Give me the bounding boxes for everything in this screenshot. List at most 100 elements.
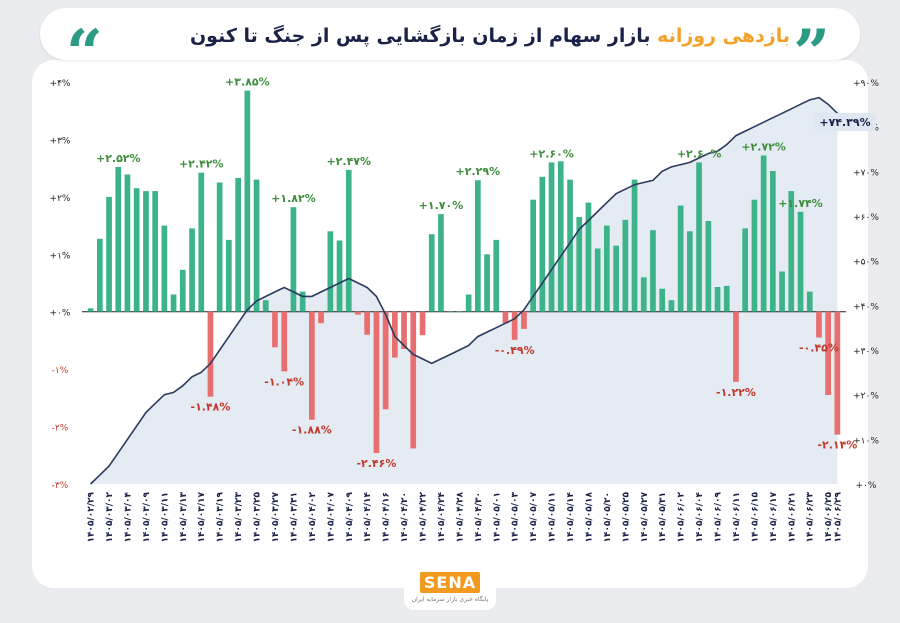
x-tick-label: ۱۴۰۵/۰۵/۰۱ bbox=[492, 492, 502, 543]
right-tick-label: +۷۰% bbox=[853, 168, 879, 178]
x-tick-label: ۱۴۰۵/۰۴/۱۴ bbox=[363, 492, 373, 543]
left-tick-label: -۲% bbox=[52, 424, 69, 434]
bar bbox=[309, 311, 315, 420]
data-label: +۱.۸۲% bbox=[271, 192, 316, 205]
right-tick-label: +۴۰% bbox=[853, 302, 879, 312]
bar bbox=[281, 311, 288, 372]
bar bbox=[511, 311, 518, 340]
bar bbox=[733, 311, 739, 382]
data-label: -۰.۴۹% bbox=[495, 344, 535, 357]
x-tick-label: ۱۴۰۵/۰۴/۱۶ bbox=[382, 492, 392, 543]
bar bbox=[87, 308, 94, 312]
x-tick-label: ۱۴۰۵/۰۳/۲۵ bbox=[253, 492, 263, 543]
left-tick-label: -۳% bbox=[52, 481, 69, 491]
bar bbox=[262, 300, 269, 312]
x-tick-label: ۱۴۰۵/۰۲/۲۹ bbox=[87, 492, 97, 543]
callout-pointer bbox=[837, 107, 848, 131]
x-tick-label: ۱۴۰۵/۰۵/۲۷ bbox=[640, 492, 650, 543]
callout-box bbox=[814, 113, 876, 131]
bar bbox=[198, 172, 205, 312]
bar bbox=[502, 311, 509, 324]
bar bbox=[640, 277, 647, 312]
bar bbox=[133, 188, 140, 312]
bar bbox=[170, 294, 177, 312]
bar bbox=[143, 191, 149, 312]
x-tick-label: ۱۴۰۵/۰۴/۲۸ bbox=[455, 492, 465, 543]
data-label: -۰.۴۵% bbox=[799, 342, 839, 355]
x-tick-label: ۱۴۰۵/۰۶/۰۴ bbox=[695, 492, 705, 543]
bar bbox=[318, 311, 324, 324]
right-tick-label: +۲۰% bbox=[853, 392, 879, 402]
x-tick-label: ۱۴۰۵/۰۳/۱۹ bbox=[216, 492, 226, 543]
bar bbox=[327, 231, 334, 312]
x-tick-label: ۱۴۰۵/۰۳/۱۱ bbox=[160, 492, 170, 543]
x-tick-label: ۱۴۰۵/۰۵/۱۱ bbox=[548, 492, 558, 543]
bar bbox=[677, 205, 684, 312]
x-tick-label: ۱۴۰۵/۰۶/۲۱ bbox=[787, 492, 797, 543]
bar bbox=[364, 311, 370, 335]
cumulative-line bbox=[90, 96, 838, 485]
bar bbox=[705, 221, 712, 312]
bar bbox=[825, 311, 831, 395]
x-tick-label: ۱۴۰۵/۰۵/۰۳ bbox=[511, 492, 521, 543]
left-tick-label: +۰% bbox=[50, 309, 71, 319]
bar bbox=[355, 311, 361, 315]
data-label: +۲.۵۲% bbox=[96, 152, 141, 165]
x-tick-label: ۱۴۰۵/۰۴/۳۰ bbox=[474, 492, 484, 543]
bar bbox=[576, 217, 583, 312]
bar bbox=[438, 214, 444, 312]
bar bbox=[696, 162, 702, 312]
bar bbox=[650, 230, 656, 312]
bar bbox=[806, 291, 813, 312]
bar bbox=[797, 211, 804, 312]
bar bbox=[97, 238, 103, 312]
title-highlight: بازدهی روزانه bbox=[657, 25, 790, 47]
logo-subtitle: پایگاه خبری بازار سرمایه ایران bbox=[411, 596, 489, 603]
bar bbox=[410, 311, 417, 449]
bar bbox=[760, 155, 767, 312]
bar bbox=[226, 239, 232, 312]
x-tick-label: ۱۴۰۵/۰۵/۱۸ bbox=[584, 492, 594, 543]
bar bbox=[428, 234, 435, 312]
x-tick-label: ۱۴۰۵/۰۵/۱۴ bbox=[566, 492, 576, 543]
bar bbox=[770, 171, 776, 312]
bar bbox=[106, 196, 112, 312]
x-tick-label: ۱۴۰۵/۰۶/۰۲ bbox=[677, 492, 687, 543]
x-tick-label: ۱۴۰۵/۰۴/۰۹ bbox=[345, 492, 355, 543]
x-tick-label: ۱۴۰۵/۰۵/۳۱ bbox=[658, 492, 668, 543]
x-tick-label: ۱۴۰۵/۰۶/۰۹ bbox=[714, 492, 724, 543]
bar bbox=[456, 311, 463, 313]
bar bbox=[465, 294, 472, 312]
right-tick-label: +۹۰% bbox=[853, 79, 879, 89]
cumulative-area bbox=[90, 97, 838, 484]
bar bbox=[336, 240, 343, 312]
data-label: -۱.۲۲% bbox=[716, 386, 756, 399]
callout-label: +۷۴.۳۹% bbox=[819, 116, 870, 129]
x-tick-label: ۱۴۰۵/۰۴/۲۲ bbox=[419, 492, 429, 543]
bar bbox=[152, 191, 158, 312]
bar bbox=[751, 199, 758, 312]
data-label: +۱.۷۰% bbox=[419, 199, 464, 212]
data-label: +۲.۴۲% bbox=[179, 158, 224, 171]
bar bbox=[604, 225, 610, 312]
title-rest: بازار سهام از زمان بازگشایی پس از جنگ تا… bbox=[189, 25, 658, 47]
x-tick-label: ۱۴۰۵/۰۳/۳۱ bbox=[289, 492, 299, 543]
left-tick-label: +۲% bbox=[50, 194, 71, 204]
bar bbox=[834, 311, 841, 435]
bar bbox=[631, 179, 638, 312]
data-label: -۱.۸۸% bbox=[292, 424, 332, 437]
bar bbox=[179, 269, 186, 312]
bar bbox=[189, 228, 195, 312]
bar bbox=[244, 90, 251, 312]
left-tick-label: +۴% bbox=[50, 79, 71, 89]
bar bbox=[290, 207, 297, 312]
x-tick-label: ۱۴۰۵/۰۵/۲۰ bbox=[603, 492, 613, 543]
bar bbox=[742, 228, 748, 312]
title-bar: “ بازدهی روزانه بازار سهام از زمان بازگش… bbox=[40, 8, 860, 86]
x-tick-label: ۱۴۰۵/۰۴/۲۴ bbox=[437, 492, 447, 543]
x-tick-label: ۱۴۰۵/۰۶/۱۷ bbox=[769, 492, 779, 543]
bar bbox=[382, 311, 389, 410]
data-label: +۲.۶۰% bbox=[677, 147, 722, 160]
x-tick-label: ۱۴۰۵/۰۵/۰۷ bbox=[529, 492, 539, 543]
bar bbox=[161, 225, 168, 312]
